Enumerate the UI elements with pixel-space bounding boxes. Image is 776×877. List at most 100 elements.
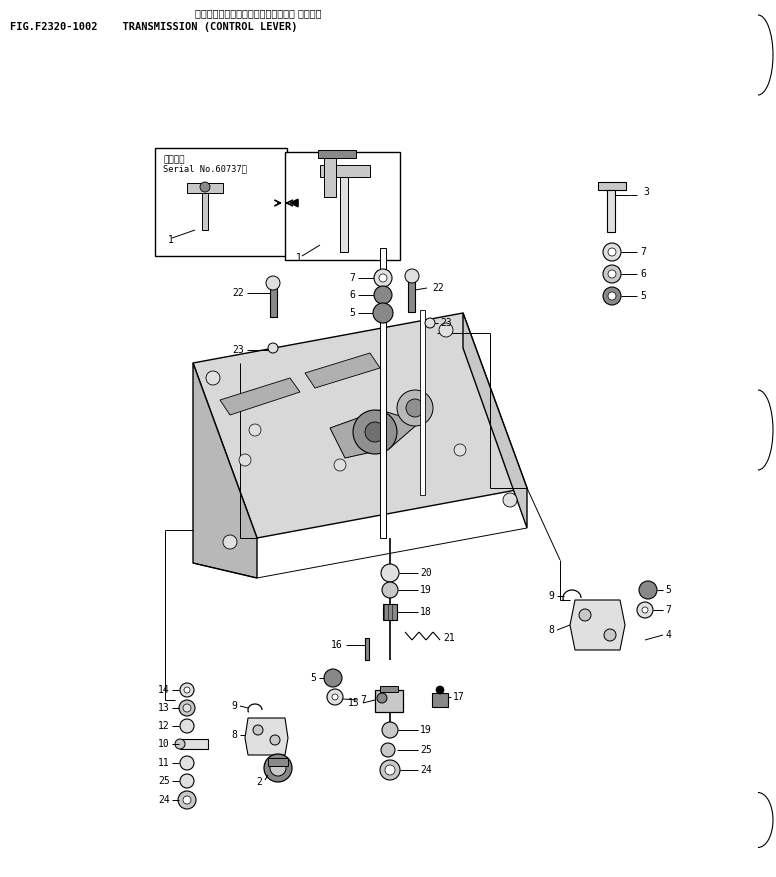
Text: FIG.F2320-1002    TRANSMISSION (CONTROL LEVER): FIG.F2320-1002 TRANSMISSION (CONTROL LEV… [10, 22, 297, 32]
Text: 8: 8 [548, 625, 554, 635]
Text: 4: 4 [665, 630, 671, 640]
Circle shape [379, 274, 387, 282]
Text: 9: 9 [548, 591, 554, 601]
Circle shape [608, 292, 616, 300]
Text: 5: 5 [310, 673, 316, 683]
Circle shape [637, 602, 653, 618]
Bar [420, 310, 425, 495]
Circle shape [603, 287, 621, 305]
Circle shape [382, 722, 398, 738]
Text: 16: 16 [331, 640, 343, 650]
Circle shape [253, 725, 263, 735]
Text: 24: 24 [158, 795, 170, 805]
Circle shape [184, 687, 190, 693]
Text: 10: 10 [158, 739, 170, 749]
Polygon shape [330, 410, 420, 458]
Text: 8: 8 [231, 730, 237, 740]
Circle shape [270, 760, 286, 776]
Circle shape [439, 323, 453, 337]
Circle shape [223, 535, 237, 549]
Text: 1: 1 [296, 253, 302, 263]
Polygon shape [193, 313, 527, 538]
Circle shape [425, 318, 435, 328]
Bar [324, 155, 336, 197]
Bar [187, 183, 223, 193]
Text: 23: 23 [440, 318, 452, 328]
Circle shape [397, 390, 433, 426]
Bar [408, 278, 415, 312]
Circle shape [239, 454, 251, 466]
Circle shape [365, 422, 385, 442]
Circle shape [385, 765, 395, 775]
Text: 5: 5 [665, 585, 671, 595]
Text: 18: 18 [420, 607, 431, 617]
Circle shape [332, 694, 338, 700]
Polygon shape [220, 378, 300, 415]
Circle shape [377, 693, 387, 703]
Circle shape [334, 459, 346, 471]
Text: 12: 12 [158, 721, 170, 731]
Circle shape [454, 444, 466, 456]
Bar [380, 248, 386, 538]
Circle shape [608, 248, 616, 256]
Circle shape [639, 581, 657, 599]
Text: 5: 5 [349, 308, 355, 318]
Circle shape [200, 182, 210, 192]
Circle shape [266, 276, 280, 290]
Circle shape [270, 735, 280, 745]
Text: 13: 13 [158, 703, 170, 713]
Text: 7: 7 [360, 695, 365, 705]
Circle shape [382, 582, 398, 598]
Circle shape [268, 343, 278, 353]
Text: 7: 7 [665, 605, 671, 615]
Text: 1: 1 [168, 235, 174, 245]
Circle shape [374, 286, 392, 304]
Circle shape [405, 269, 419, 283]
Bar [365, 638, 369, 660]
Text: トランスミッション　（コントロール レバー）: トランスミッション （コントロール レバー） [195, 8, 321, 18]
Text: 19: 19 [420, 725, 431, 735]
Text: 20: 20 [420, 568, 431, 578]
Circle shape [264, 754, 292, 782]
Bar [383, 604, 397, 620]
Text: 7: 7 [640, 247, 646, 257]
Circle shape [374, 269, 392, 287]
Polygon shape [245, 718, 288, 755]
Bar [202, 190, 208, 230]
Circle shape [249, 424, 261, 436]
Bar [318, 150, 356, 158]
Circle shape [373, 303, 393, 323]
Polygon shape [305, 353, 380, 388]
Circle shape [608, 270, 616, 278]
Text: 9: 9 [231, 701, 237, 711]
Circle shape [603, 243, 621, 261]
Circle shape [381, 564, 399, 582]
Bar [180, 739, 208, 749]
Bar [320, 165, 370, 177]
Text: 6: 6 [349, 290, 355, 300]
Bar [340, 177, 348, 252]
Text: 適用号機: 適用号機 [163, 155, 185, 164]
Polygon shape [193, 363, 257, 578]
Circle shape [380, 760, 400, 780]
Text: 21: 21 [443, 633, 455, 643]
Circle shape [406, 399, 424, 417]
Circle shape [324, 669, 342, 687]
Circle shape [327, 689, 343, 705]
Circle shape [353, 410, 397, 454]
Text: 3: 3 [643, 187, 649, 197]
Bar [598, 182, 626, 190]
Text: 25: 25 [158, 776, 170, 786]
Text: Serial No.60737～: Serial No.60737～ [163, 164, 247, 173]
Circle shape [603, 265, 621, 283]
Text: 23: 23 [232, 345, 244, 355]
Circle shape [436, 686, 444, 694]
Circle shape [179, 700, 195, 716]
Text: 5: 5 [640, 291, 646, 301]
Circle shape [180, 756, 194, 770]
Circle shape [183, 704, 191, 712]
Circle shape [579, 609, 591, 621]
Circle shape [180, 719, 194, 733]
Text: 2: 2 [256, 777, 262, 787]
Bar [432, 693, 448, 707]
